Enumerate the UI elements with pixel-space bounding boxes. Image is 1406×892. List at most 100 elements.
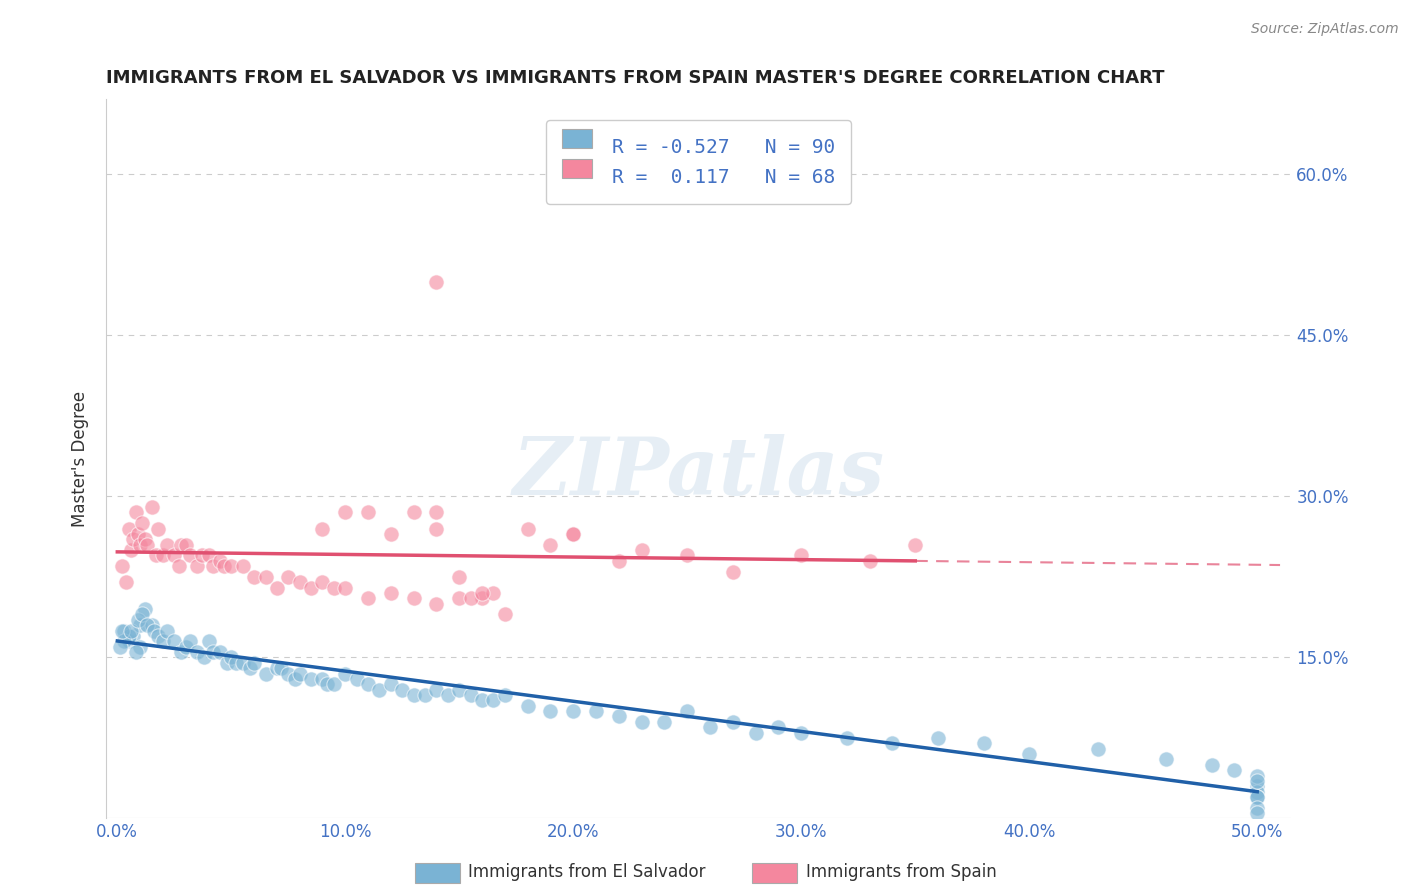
Point bbox=[607, 554, 630, 568]
Point bbox=[208, 645, 231, 659]
Text: IMMIGRANTS FROM EL SALVADOR VS IMMIGRANTS FROM SPAIN MASTER'S DEGREE CORRELATION: IMMIGRANTS FROM EL SALVADOR VS IMMIGRANT… bbox=[105, 69, 1164, 87]
Point bbox=[449, 570, 471, 584]
Point bbox=[460, 591, 482, 606]
Point bbox=[122, 533, 145, 547]
Point bbox=[197, 634, 219, 648]
Point bbox=[118, 634, 141, 648]
Point bbox=[1087, 741, 1109, 756]
Point bbox=[425, 682, 447, 697]
Point bbox=[630, 714, 652, 729]
Point bbox=[145, 549, 167, 563]
Point bbox=[494, 607, 516, 622]
Point bbox=[288, 575, 311, 590]
Point bbox=[1246, 779, 1268, 793]
Point bbox=[346, 672, 368, 686]
Point bbox=[1246, 773, 1268, 788]
Point bbox=[357, 591, 380, 606]
Point bbox=[134, 602, 156, 616]
Point bbox=[1246, 789, 1268, 804]
Point bbox=[1018, 747, 1040, 761]
Point bbox=[449, 682, 471, 697]
Point bbox=[311, 522, 333, 536]
Point bbox=[1154, 752, 1177, 766]
Point bbox=[141, 500, 163, 515]
Point bbox=[163, 549, 186, 563]
Point bbox=[127, 613, 149, 627]
Point bbox=[124, 506, 146, 520]
Point bbox=[156, 624, 179, 638]
Point bbox=[136, 618, 159, 632]
Point bbox=[202, 645, 225, 659]
Point bbox=[882, 736, 904, 750]
Point bbox=[197, 549, 219, 563]
Point bbox=[562, 704, 585, 718]
Point bbox=[270, 661, 292, 675]
Point bbox=[1246, 806, 1268, 821]
Point bbox=[179, 634, 201, 648]
Point bbox=[179, 549, 201, 563]
Point bbox=[238, 661, 260, 675]
Point bbox=[129, 618, 152, 632]
Point bbox=[129, 538, 152, 552]
Point bbox=[118, 522, 141, 536]
Point bbox=[148, 629, 170, 643]
Point bbox=[1246, 784, 1268, 798]
Point bbox=[437, 688, 460, 702]
Point bbox=[131, 516, 153, 531]
Point bbox=[471, 591, 494, 606]
Point bbox=[904, 538, 927, 552]
Point bbox=[111, 624, 134, 638]
Point bbox=[368, 682, 391, 697]
Point bbox=[170, 645, 193, 659]
Point bbox=[208, 554, 231, 568]
Point bbox=[562, 527, 585, 541]
Point bbox=[402, 688, 425, 702]
Point bbox=[699, 720, 721, 734]
Point bbox=[120, 624, 142, 638]
Point bbox=[721, 565, 744, 579]
Point bbox=[190, 549, 212, 563]
Point bbox=[214, 559, 236, 574]
Point bbox=[380, 677, 402, 691]
Point bbox=[471, 693, 494, 707]
Point bbox=[482, 586, 505, 600]
Point bbox=[425, 597, 447, 611]
Point bbox=[562, 527, 585, 541]
Point bbox=[607, 709, 630, 723]
Point bbox=[516, 698, 538, 713]
Point bbox=[402, 591, 425, 606]
Text: Source: ZipAtlas.com: Source: ZipAtlas.com bbox=[1251, 22, 1399, 37]
Point bbox=[449, 591, 471, 606]
Point bbox=[630, 543, 652, 558]
Point bbox=[288, 666, 311, 681]
Point bbox=[232, 656, 254, 670]
Y-axis label: Master's Degree: Master's Degree bbox=[72, 391, 89, 527]
Point bbox=[676, 704, 699, 718]
Text: Immigrants from Spain: Immigrants from Spain bbox=[806, 863, 997, 881]
Point bbox=[1223, 763, 1246, 777]
Point bbox=[254, 666, 277, 681]
Point bbox=[129, 640, 152, 654]
Point bbox=[744, 725, 766, 739]
Point bbox=[152, 634, 174, 648]
Point bbox=[136, 538, 159, 552]
Point bbox=[111, 559, 134, 574]
Point bbox=[516, 522, 538, 536]
Point bbox=[170, 538, 193, 552]
Point bbox=[1201, 757, 1223, 772]
Point bbox=[425, 522, 447, 536]
Point bbox=[335, 666, 357, 681]
Point bbox=[225, 656, 247, 670]
Point bbox=[311, 672, 333, 686]
Point bbox=[585, 704, 607, 718]
Point bbox=[148, 522, 170, 536]
Point bbox=[471, 586, 494, 600]
Point bbox=[221, 559, 243, 574]
Point bbox=[357, 506, 380, 520]
Point bbox=[142, 624, 165, 638]
Point bbox=[654, 714, 676, 729]
Point bbox=[243, 656, 266, 670]
Point bbox=[108, 640, 131, 654]
Point bbox=[118, 629, 141, 643]
Point bbox=[277, 570, 299, 584]
